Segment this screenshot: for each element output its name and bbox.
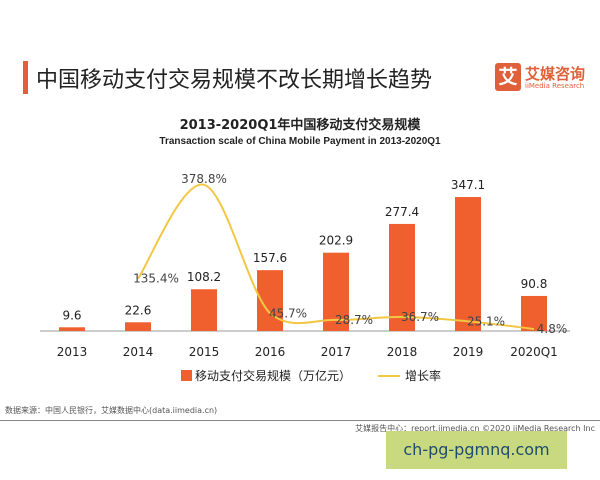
data-source: 数据来源：中国人民银行，艾媒数据中心(data.iimedia.cn)	[5, 406, 218, 415]
growth-label-2016: 45.7%	[269, 306, 307, 320]
divider	[0, 420, 600, 421]
logo-mark: 艾	[495, 63, 521, 91]
logo-en: iiMedia Research	[525, 82, 585, 90]
growth-label-2020Q1: 4.8%	[537, 322, 568, 336]
logo-cn: 艾媒咨询	[525, 65, 586, 83]
legend-bar-swatch	[181, 370, 192, 381]
bar-label-2017: 202.9	[319, 234, 353, 248]
growth-label-2019: 25.1%	[467, 314, 505, 328]
bar-2015	[191, 289, 217, 331]
bar-2013	[59, 327, 85, 331]
chart: 9.6 2013 22.6 2014 108.2 2015 157.6 2016 202.9 20…	[40, 172, 570, 383]
page-title: 中国移动支付交易规模不改长期增长趋势	[36, 68, 433, 93]
growth-label-2017: 28.7%	[335, 313, 373, 327]
x-tick-2019: 2019	[453, 345, 484, 359]
growth-label-2018: 36.7%	[401, 310, 439, 324]
bar-label-2015: 108.2	[187, 270, 221, 284]
bar-label-2019: 347.1	[451, 178, 485, 192]
bar-label-2018: 277.4	[385, 205, 419, 219]
bar-2020Q1	[521, 295, 547, 331]
x-tick-2017: 2017	[321, 345, 352, 359]
x-tick-2013: 2013	[57, 345, 88, 359]
bar-label-2016: 157.6	[253, 251, 287, 265]
bar-2018	[389, 223, 415, 331]
growth-label-2015: 378.8%	[181, 172, 227, 186]
legend-bar-label: 移动支付交易规模（万亿元）	[195, 368, 351, 383]
bar-label-2020Q1: 90.8	[521, 277, 548, 291]
chart-title: 2013-2020Q1年中国移动支付交易规模	[179, 118, 421, 133]
x-tick-2020Q1: 2020Q1	[510, 345, 558, 359]
x-tick-2015: 2015	[189, 345, 220, 359]
bar-2019	[455, 197, 481, 331]
iimedia-logo: 艾 艾媒咨询 iiMedia Research	[495, 63, 595, 101]
bar-label-2013: 9.6	[62, 308, 81, 322]
bar-2017	[323, 252, 349, 331]
legend-line-label: 增长率	[405, 368, 441, 383]
x-tick-2018: 2018	[387, 345, 418, 359]
x-tick-2014: 2014	[123, 345, 154, 359]
chart-subtitle: Transaction scale of China Mobile Paymen…	[159, 136, 441, 147]
watermark: ch-pg-pgmnq.com	[386, 431, 567, 469]
bar-label-2014: 22.6	[125, 303, 152, 317]
bar-2014	[125, 322, 151, 331]
growth-rate-line	[137, 183, 535, 330]
title-accent-bar	[23, 61, 28, 94]
footer-credit: 艾媒报告中心：report.iimedia.cn ©2020 iiMedia R…	[355, 424, 595, 433]
x-tick-2016: 2016	[255, 345, 286, 359]
growth-label-2014: 135.4%	[133, 272, 179, 286]
